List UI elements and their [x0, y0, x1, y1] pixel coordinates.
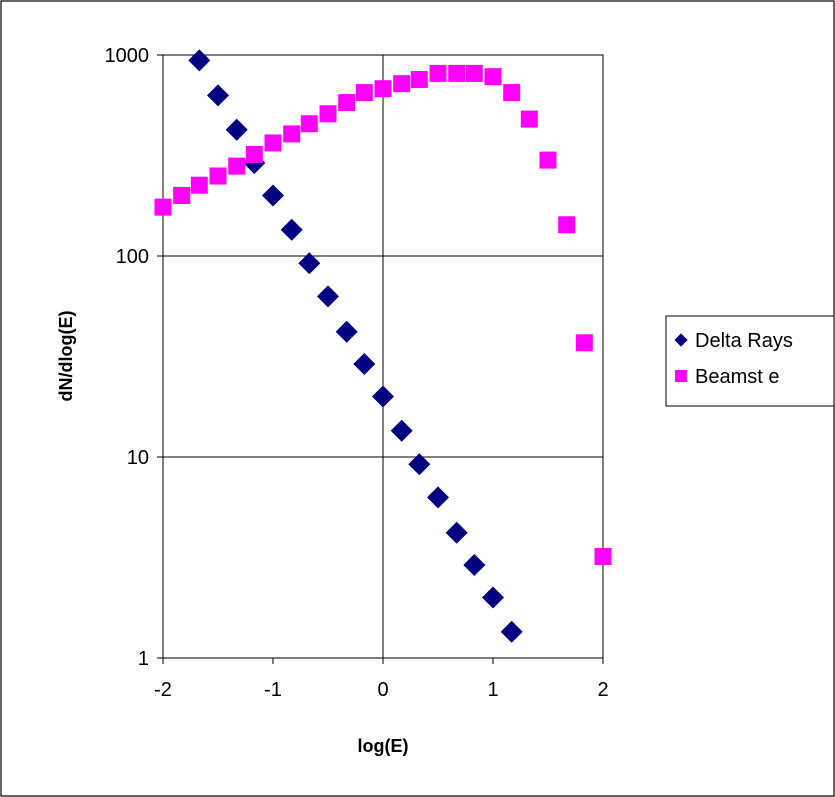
delta-rays-point [335, 320, 358, 343]
beamst-e-point [429, 64, 447, 82]
beamst-e-point [319, 105, 337, 123]
beamst-e-point [520, 110, 538, 128]
y-axis-title: dN/dlog(E) [56, 311, 76, 402]
beamst-e-point [264, 134, 282, 152]
delta-rays-point [408, 453, 431, 476]
beamst-e-point [539, 151, 557, 169]
beamst-e-point [173, 186, 191, 204]
delta-rays-point [280, 218, 303, 241]
legend: Delta Rays Beamst e [665, 315, 835, 407]
beamst-e-point [465, 64, 483, 82]
legend-label-delta-rays: Delta Rays [695, 330, 793, 352]
beamst-e-point [374, 80, 392, 98]
delta-rays-point [262, 184, 284, 207]
delta-rays-point [390, 419, 413, 442]
beamst-e-point [154, 198, 172, 216]
beamst-e-point [338, 94, 356, 112]
beamst-e-point [393, 75, 411, 93]
delta-rays-point [225, 118, 248, 141]
x-tick-label: 0 [377, 679, 388, 701]
y-tick-label: 1 [138, 648, 149, 670]
beamst-e-point [245, 145, 263, 163]
axes: 1 10 100 1000 -2 -1 0 1 2 [105, 45, 609, 701]
x-tick-label: 2 [597, 679, 608, 701]
x-tick-label: 1 [487, 679, 498, 701]
beamst-e-point [558, 216, 576, 234]
beamst-e-point [594, 547, 612, 565]
delta-rays-point [500, 620, 523, 643]
y-tick-label: 10 [127, 447, 149, 469]
beamst-e-point [190, 176, 208, 194]
beamst-e-point [209, 167, 227, 185]
delta-rays-point [317, 285, 339, 308]
x-axis-title: log(E) [358, 736, 409, 756]
beamst-e-point [283, 125, 301, 143]
delta-rays-point [372, 385, 394, 408]
legend-box [665, 315, 835, 407]
y-tick-label: 100 [116, 246, 149, 268]
y-tick-label: 1000 [105, 45, 150, 67]
delta-rays-point [298, 252, 321, 275]
delta-rays-point [207, 84, 229, 107]
delta-rays-point [463, 554, 486, 577]
beamst-e-point [484, 68, 502, 86]
data-series [154, 49, 612, 643]
beamst-e-point [448, 64, 466, 82]
delta-rays-point [445, 521, 468, 544]
delta-rays-point [188, 49, 211, 72]
delta-rays-point [482, 586, 504, 609]
legend-label-beamst-e: Beamst e [695, 366, 779, 388]
beamst-e-point [575, 334, 593, 352]
series-beamst-e [154, 64, 612, 565]
legend-marker-delta-rays [674, 333, 688, 347]
series-delta-rays [188, 49, 523, 643]
beamst-e-point [228, 157, 246, 175]
beamst-e-point [503, 84, 521, 102]
beamst-e-point [300, 115, 318, 133]
legend-marker-beamst-e [675, 370, 687, 382]
delta-rays-point [427, 486, 449, 509]
beamst-e-point [355, 84, 373, 102]
x-tick-label: -2 [154, 679, 172, 701]
beamst-e-point [410, 71, 428, 89]
delta-rays-point [353, 353, 376, 376]
x-tick-label: -1 [264, 679, 282, 701]
